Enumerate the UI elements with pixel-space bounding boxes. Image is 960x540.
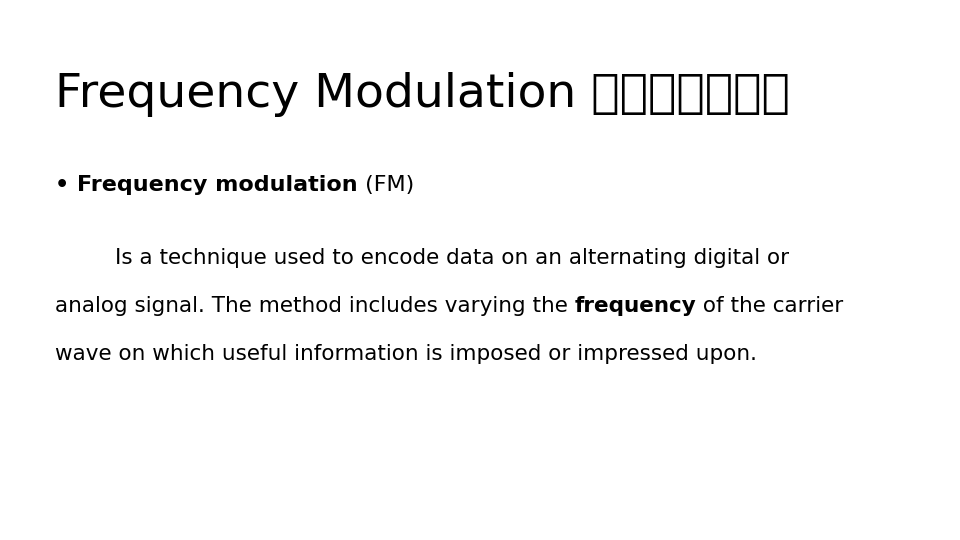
Text: of the carrier: of the carrier	[697, 296, 844, 316]
Text: analog signal. The method includes varying the: analog signal. The method includes varyi…	[55, 296, 575, 316]
Text: frequency: frequency	[575, 296, 697, 316]
Text: (FM): (FM)	[358, 175, 414, 195]
Text: Frequency Modulation அதிரவெண: Frequency Modulation அதிரவெண	[55, 72, 790, 117]
Text: wave on which useful information is imposed or impressed upon.: wave on which useful information is impo…	[55, 344, 757, 364]
Text: •: •	[55, 175, 77, 195]
Text: Frequency modulation: Frequency modulation	[77, 175, 358, 195]
Text: Is a technique used to encode data on an alternating digital or: Is a technique used to encode data on an…	[115, 248, 789, 268]
